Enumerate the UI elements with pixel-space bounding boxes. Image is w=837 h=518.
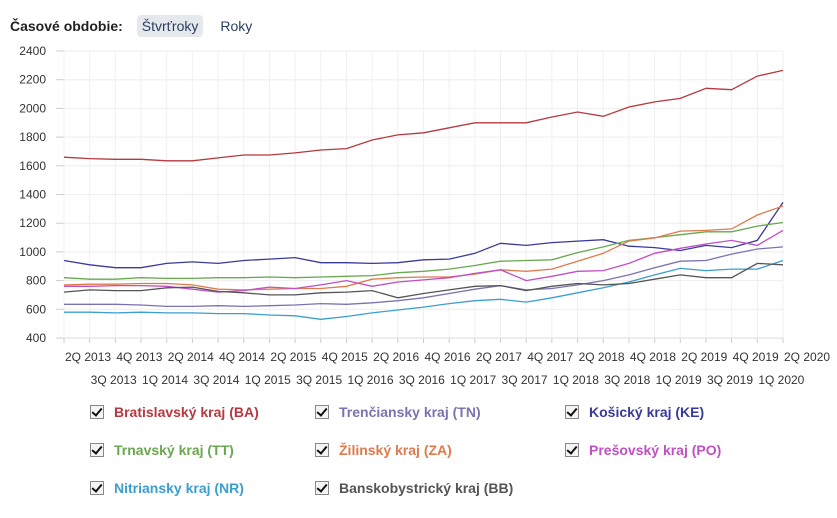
- x-tick-label: 2Q 2020: [784, 350, 830, 364]
- y-tick-label: 1800: [19, 130, 46, 144]
- y-tick-label: 600: [26, 302, 46, 316]
- x-tick-label: 1Q 2016: [347, 373, 393, 387]
- series-line-4: [63, 205, 784, 291]
- x-tick-label: 3Q 2018: [604, 373, 650, 387]
- legend-item[interactable]: Žilinský kraj (ZA): [315, 442, 452, 458]
- x-tick-label: 3Q 2016: [399, 373, 445, 387]
- x-tick-label: 2Q 2014: [168, 350, 214, 364]
- x-tick-label: 2Q 2018: [579, 350, 625, 364]
- checkbox-checked-icon[interactable]: [90, 405, 104, 419]
- y-tick-label: 1600: [19, 159, 46, 173]
- x-tick-label: 1Q 2017: [450, 373, 496, 387]
- series-line-7: [63, 262, 784, 299]
- x-tick-label: 4Q 2019: [733, 350, 779, 364]
- period-selector: Časové obdobie: Štvrťroky Roky: [10, 15, 269, 37]
- period-option-years[interactable]: Roky: [220, 18, 253, 34]
- series-line-3: [63, 221, 784, 280]
- period-option-quarters[interactable]: Štvrťroky: [136, 15, 204, 37]
- legend-label: Trnavský kraj (TT): [114, 442, 234, 458]
- period-label: Časové obdobie:: [10, 18, 123, 34]
- series-line-1: [64, 246, 784, 308]
- legend-label: Bratislavský kraj (BA): [114, 404, 259, 420]
- x-tick-label: 1Q 2020: [758, 373, 804, 387]
- series-line-6: [64, 259, 784, 320]
- y-tick-label: 2400: [19, 44, 46, 58]
- series-line-0: [63, 69, 784, 162]
- legend-label: Prešovský kraj (PO): [589, 442, 722, 458]
- x-tick-label: 2Q 2017: [476, 350, 522, 364]
- series-line-2: [63, 202, 784, 269]
- legend-item[interactable]: Banskobystrický kraj (BB): [315, 480, 513, 496]
- x-tick-label: 3Q 2014: [193, 373, 239, 387]
- legend-item[interactable]: Trenčiansky kraj (TN): [315, 404, 481, 420]
- checkbox-checked-icon[interactable]: [90, 443, 104, 457]
- x-tick-label: 2Q 2013: [65, 350, 111, 364]
- series-line-5: [64, 229, 784, 293]
- x-tick-label: 3Q 2015: [296, 373, 342, 387]
- x-tick-label: 2Q 2016: [373, 350, 419, 364]
- legend-item[interactable]: Nitriansky kraj (NR): [90, 480, 244, 496]
- y-tick-label: 800: [26, 274, 46, 288]
- checkbox-checked-icon[interactable]: [315, 405, 329, 419]
- y-tick-label: 1000: [19, 245, 46, 259]
- x-tick-label: 3Q 2017: [502, 373, 548, 387]
- checkbox-checked-icon[interactable]: [315, 443, 329, 457]
- legend-label: Žilinský kraj (ZA): [339, 442, 452, 458]
- x-tick-label: 2Q 2019: [681, 350, 727, 364]
- checkbox-checked-icon[interactable]: [565, 443, 579, 457]
- checkbox-checked-icon[interactable]: [90, 481, 104, 495]
- x-tick-label: 2Q 2015: [270, 350, 316, 364]
- y-tick-label: 1400: [19, 188, 46, 202]
- x-tick-label: 4Q 2015: [322, 350, 368, 364]
- legend-item[interactable]: Bratislavský kraj (BA): [90, 404, 259, 420]
- checkbox-checked-icon[interactable]: [315, 481, 329, 495]
- y-tick-label: 2000: [19, 101, 46, 115]
- x-tick-label: 3Q 2013: [91, 373, 137, 387]
- x-tick-label: 1Q 2018: [553, 373, 599, 387]
- y-tick-label: 400: [26, 331, 46, 345]
- legend-label: Trenčiansky kraj (TN): [339, 404, 481, 420]
- x-tick-label: 4Q 2017: [527, 350, 573, 364]
- line-chart: 400 600 800 1000 1200 1400 1600 1800 2000 2200 240…: [19, 44, 830, 387]
- checkbox-checked-icon[interactable]: [565, 405, 579, 419]
- x-tick-label: 4Q 2016: [425, 350, 471, 364]
- legend-item[interactable]: Košický kraj (KE): [565, 404, 704, 420]
- x-tick-label: 1Q 2019: [656, 373, 702, 387]
- x-tick-label: 4Q 2013: [116, 350, 162, 364]
- x-tick-label: 4Q 2018: [630, 350, 676, 364]
- x-tick-label: 3Q 2019: [707, 373, 753, 387]
- x-tick-label: 1Q 2015: [245, 373, 291, 387]
- legend-label: Košický kraj (KE): [589, 404, 705, 420]
- legend-label: Nitriansky kraj (NR): [114, 480, 244, 496]
- x-tick-label: 4Q 2014: [219, 350, 265, 364]
- legend-label: Banskobystrický kraj (BB): [339, 480, 514, 496]
- y-tick-label: 2200: [19, 73, 46, 87]
- y-tick-label: 1200: [19, 216, 46, 230]
- legend-item[interactable]: Trnavský kraj (TT): [90, 442, 234, 458]
- x-tick-label: 1Q 2014: [142, 373, 188, 387]
- legend-item[interactable]: Prešovský kraj (PO): [565, 442, 721, 458]
